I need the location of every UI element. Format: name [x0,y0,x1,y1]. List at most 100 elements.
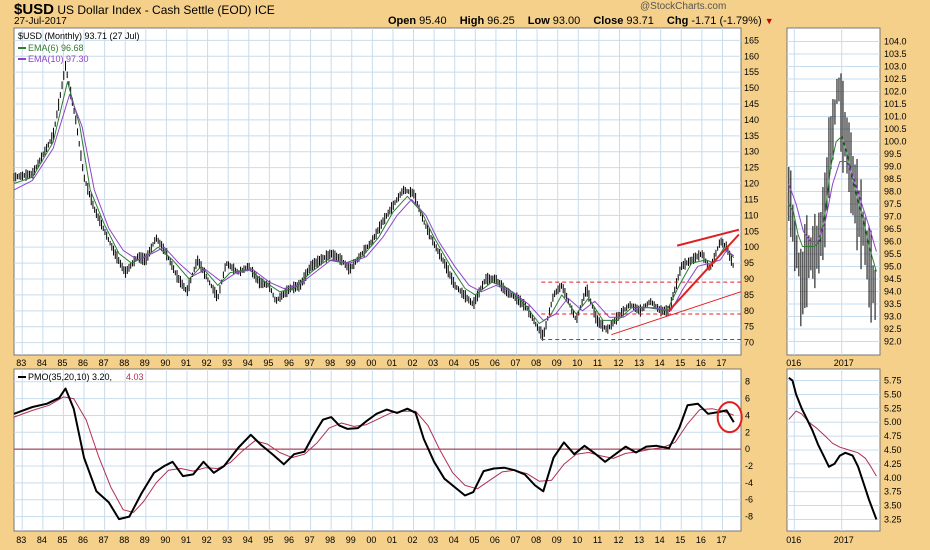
x-tick-label: 14 [655,535,665,545]
x-tick-label: 08 [531,358,541,368]
y-tick-label: -8 [745,512,753,522]
indicator-signal-value: 4.03 [126,372,144,382]
x-tick-label: 92 [202,358,212,368]
y-tick-label: 98.5 [884,174,902,184]
y-tick-label: 135 [744,131,759,141]
x-tick-label: 00 [366,358,376,368]
y-tick-label: 92.0 [884,337,902,347]
x-tick-label: 01 [387,535,397,545]
x-tick-label: 07 [511,535,521,545]
y-tick-label: 103.5 [884,49,907,59]
wedge-lower-line [668,233,740,312]
low-value: 93.00 [552,15,581,27]
x-tick-label: 12 [613,535,623,545]
x-tick-label: 86 [78,358,88,368]
x-tick-label: 84 [37,358,47,368]
y-tick-label: 97.5 [884,199,902,209]
y-tick-label: 94.0 [884,287,902,297]
x-tick-label: 2017 [834,535,854,545]
x-tick-label: 97 [305,358,315,368]
x-tick-label: 12 [613,358,623,368]
y-tick-label: -6 [745,495,753,505]
y-tick-label: 100 [744,242,759,252]
x-tick-label: 08 [531,535,541,545]
open-value: 95.40 [419,15,447,27]
y-tick-label: 150 [744,83,759,93]
x-tick-label: 15 [675,535,685,545]
pmo-line [13,387,735,521]
x-tick-label: 99 [346,535,356,545]
y-tick-label: 105 [744,226,759,236]
y-tick-label: 104.0 [884,37,907,47]
chg-value: -1.71 (-1.79%) [691,15,762,27]
y-tick-label: 140 [744,115,759,125]
y-tick-label: -4 [745,478,753,488]
y-tick-label: 120 [744,179,759,189]
y-tick-label: 110 [744,210,758,220]
x-tick-label: 06 [490,358,500,368]
chart-header: $USD US Dollar Index - Cash Settle (EOD)… [0,0,930,28]
low-label: Low [527,15,550,27]
y-tick-label: 4.25 [884,459,902,469]
y-tick-label: 92.5 [884,324,902,334]
x-tick-label: 02 [408,535,418,545]
y-tick-label: 5.75 [884,376,902,386]
chart-title: $USD US Dollar Index - Cash Settle (EOD)… [14,1,275,18]
high-label: High [459,15,485,27]
chart-date: 27-Jul-2017 [14,16,67,27]
y-tick-label: 130 [744,147,759,157]
x-tick-label: 91 [181,535,191,545]
high-value: 96.25 [487,15,515,27]
pmo-signal-line [13,396,734,513]
legend-title: $USD (Monthly) 93.71 (27 Jul) [18,31,140,41]
x-tick-label: 96 [284,358,294,368]
y-tick-label: 125 [744,163,759,173]
y-tick-label: 85 [744,290,754,300]
x-tick-label: 95 [263,535,273,545]
y-tick-label: 4.50 [884,445,902,455]
x-tick-label: 83 [16,358,26,368]
y-tick-label: 96.0 [884,237,902,247]
chg-label: Chg [666,15,689,27]
close-label: Close [593,15,624,27]
y-tick-label: 4.75 [884,431,902,441]
support-trend-line [611,291,742,336]
x-tick-label: 94 [243,358,253,368]
x-tick-label: 97 [305,535,315,545]
quote-bar: Open 95.40 High 96.25 Low 93.00 Close 93.71 … [388,15,774,27]
x-tick-label: 05 [469,535,479,545]
x-tick-label: 95 [263,358,273,368]
x-tick-label: 02 [408,358,418,368]
daily-ema-fast-line [788,136,877,272]
y-tick-label: 100.0 [884,137,907,147]
x-tick-label: 13 [634,358,644,368]
x-tick-label: 83 [16,535,26,545]
x-tick-label: 92 [202,535,212,545]
y-tick-label: 99.0 [884,162,902,172]
y-tick-label: 8 [745,377,750,387]
highlight-circle [716,401,743,434]
y-tick-label: 5.00 [884,417,902,427]
y-tick-label: 5.50 [884,389,902,399]
y-tick-label: 0 [745,444,750,454]
y-tick-label: 4.00 [884,473,902,483]
y-tick-label: 101.5 [884,99,907,109]
x-tick-label: 06 [490,535,500,545]
y-tick-label: -2 [745,461,753,471]
instrument-name: US Dollar Index - Cash Settle (EOD) [57,3,252,17]
ema10-line [13,94,735,321]
x-tick-label: 89 [140,358,150,368]
y-tick-label: 3.75 [884,487,902,497]
y-tick-label: 102.5 [884,74,907,84]
symbol: $USD [14,1,55,18]
y-tick-label: 95.5 [884,249,902,259]
y-tick-label: 102.0 [884,87,907,97]
daily-ema-slow-line [788,161,877,252]
y-tick-label: 90 [744,274,754,284]
daily-pmo-signal-line [788,410,877,477]
x-tick-label: 10 [572,358,582,368]
y-tick-label: 145 [744,99,759,109]
y-tick-label: 97.0 [884,212,902,222]
x-tick-label: 14 [655,358,665,368]
